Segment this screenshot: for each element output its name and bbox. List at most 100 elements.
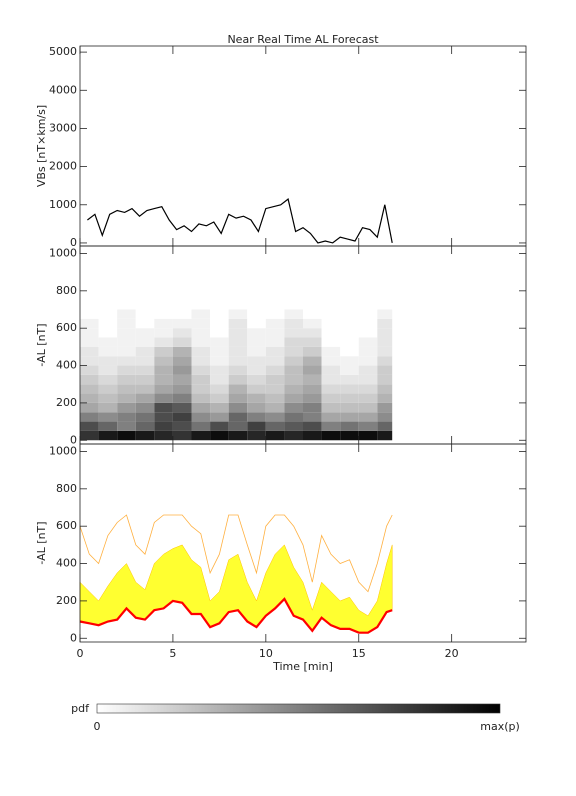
heatmap-cell: [117, 328, 136, 338]
heatmap-cell: [377, 412, 393, 422]
y-tick-label: 4000: [49, 83, 77, 96]
heatmap-cell: [247, 384, 266, 394]
heatmap-cell: [377, 337, 393, 347]
heatmap-cell: [172, 346, 192, 357]
heatmap-cell: [154, 365, 173, 375]
heatmap-cell: [377, 421, 393, 431]
heatmap-cell: [80, 412, 99, 422]
heatmap-cell: [98, 309, 118, 319]
y-tick-label: 400: [56, 557, 77, 570]
heatmap-cell: [210, 318, 229, 329]
heatmap-cell: [98, 365, 118, 375]
heatmap-cell: [377, 309, 393, 319]
heatmap-cell: [154, 337, 173, 347]
heatmap-cell: [80, 365, 99, 375]
heatmap-cell: [284, 393, 303, 403]
heatmap-cell: [340, 365, 359, 375]
plot-frame: [79, 443, 527, 643]
heatmap-cell: [98, 421, 118, 431]
heatmap-cell: [265, 318, 285, 329]
heatmap-cell: [191, 421, 211, 431]
heatmap-cell: [265, 430, 285, 441]
x-axis-label: Time [min]: [272, 660, 333, 673]
heatmap-cell: [210, 412, 229, 422]
heatmap-cell: [284, 402, 303, 413]
y-tick-label: 600: [56, 321, 77, 334]
heatmap-cell: [358, 374, 378, 385]
heatmap-cell: [172, 412, 192, 422]
heatmap-cell: [154, 402, 173, 413]
heatmap-cell: [117, 412, 136, 422]
heatmap-cell: [265, 309, 285, 319]
heatmap-cell: [340, 346, 359, 357]
heatmap-cell: [340, 384, 359, 394]
heatmap-cell: [358, 346, 378, 357]
x-tick-label: 15: [352, 647, 366, 660]
heatmap-cell: [210, 393, 229, 403]
heatmap-cell: [98, 412, 118, 422]
heatmap-cell: [303, 430, 322, 441]
heatmap-cell: [98, 430, 118, 441]
heatmap-cell: [80, 346, 99, 357]
heatmap-cell: [340, 309, 359, 319]
heatmap-cell: [80, 356, 99, 366]
heatmap-cell: [228, 337, 248, 347]
y-tick-label: 1000: [49, 444, 77, 457]
heatmap-cell: [247, 421, 266, 431]
heatmap-cell: [247, 346, 266, 357]
heatmap-cell: [172, 318, 192, 329]
heatmap-cell: [247, 356, 266, 366]
heatmap-cell: [154, 346, 173, 357]
heatmap-cell: [340, 393, 359, 403]
heatmap-cell: [172, 374, 192, 385]
heatmap-cell: [80, 318, 99, 329]
heatmap-cell: [135, 356, 155, 366]
heatmap-cell: [172, 309, 192, 319]
heatmap-cell: [191, 412, 211, 422]
heatmap-cell: [265, 337, 285, 347]
heatmap-cell: [210, 337, 229, 347]
heatmap-cell: [154, 356, 173, 366]
heatmap-cell: [117, 365, 136, 375]
heatmap-cell: [80, 384, 99, 394]
heatmap-cell: [172, 393, 192, 403]
heatmap-cell: [210, 374, 229, 385]
chart-title: Near Real Time AL Forecast: [227, 33, 379, 46]
heatmap-cell: [98, 374, 118, 385]
heatmap-cell: [284, 318, 303, 329]
heatmap-cell: [117, 309, 136, 319]
colorbar-max: max(p): [480, 720, 520, 733]
heatmap-cell: [265, 374, 285, 385]
heatmap-cell: [210, 421, 229, 431]
heatmap-cell: [321, 337, 341, 347]
heatmap-cell: [135, 421, 155, 431]
y-tick-label: 200: [56, 396, 77, 409]
heatmap-cell: [228, 346, 248, 357]
y-tick-label: 1000: [49, 246, 77, 259]
heatmap-cell: [377, 356, 393, 366]
y-tick-label: 1000: [49, 198, 77, 211]
heatmap-cell: [154, 430, 173, 441]
heatmap-cell: [358, 318, 378, 329]
heatmap-cell: [191, 356, 211, 366]
heatmap-cell: [191, 374, 211, 385]
x-tick-label: 10: [259, 647, 273, 660]
heatmap-cell: [247, 374, 266, 385]
heatmap-cell: [284, 384, 303, 394]
heatmap-cell: [303, 337, 322, 347]
heatmap-cell: [191, 384, 211, 394]
heatmap-cell: [172, 430, 192, 441]
heatmap-cell: [265, 384, 285, 394]
heatmap-cell: [191, 402, 211, 413]
heatmap-cell: [98, 346, 118, 357]
heatmap-cell: [265, 356, 285, 366]
heatmap-cell: [228, 328, 248, 338]
heatmap-cell: [80, 337, 99, 347]
heatmap-cell: [321, 421, 341, 431]
series-line: [79, 597, 393, 634]
heatmap-cell: [247, 430, 266, 441]
heatmap-cell: [247, 412, 266, 422]
heatmap-cell: [80, 328, 99, 338]
heatmap-cell: [98, 356, 118, 366]
x-tick-label: 0: [77, 647, 84, 660]
